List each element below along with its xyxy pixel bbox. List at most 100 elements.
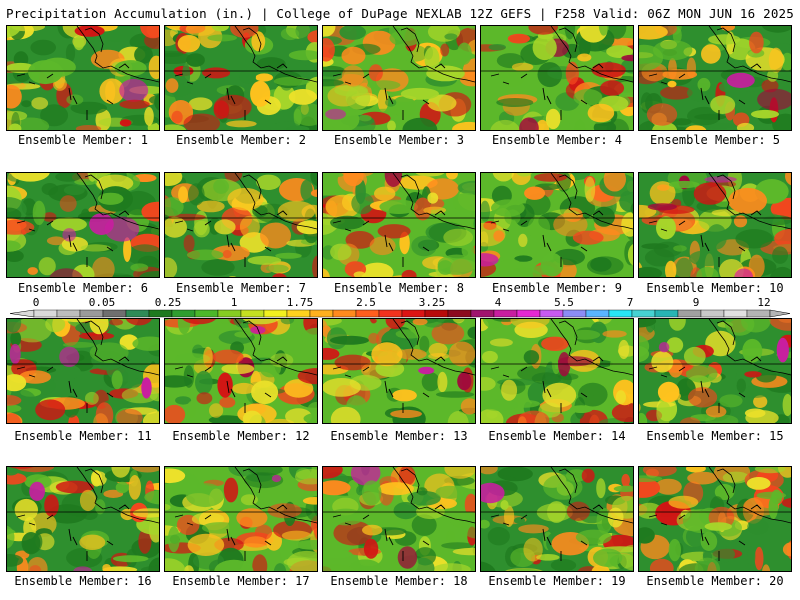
precipitation-field-map [165, 173, 317, 277]
land-outlines [490, 356, 604, 413]
colorbar-tick-label: 12 [757, 296, 771, 309]
precipitation-field-map [481, 319, 633, 423]
colorbar-swatch [746, 309, 771, 318]
model-run-info: 12Z GEFS | F258 Valid: 06Z MON JUN 16 20… [469, 6, 794, 21]
colorbar-swatch [355, 309, 380, 318]
coastline [392, 319, 475, 376]
precipitation-field-map [7, 173, 159, 277]
land-outlines [490, 504, 604, 561]
land-outlines [648, 63, 762, 120]
colorbar-swatch [125, 309, 150, 318]
ensemble-map-panel [6, 172, 160, 278]
colorbar-swatch [493, 309, 518, 318]
colorbar-swatch [631, 309, 656, 318]
colorbar-swatch [286, 309, 311, 318]
precipitation-field-map [323, 173, 475, 277]
coastline [234, 26, 317, 83]
colorbar-swatch [309, 309, 334, 318]
coastline [392, 26, 475, 83]
precipitation-field-map [481, 26, 633, 130]
ensemble-member-label: Ensemble Member: 18 [330, 574, 468, 588]
ensemble-member-label: Ensemble Member: 16 [14, 574, 152, 588]
colorbar-swatch [332, 309, 357, 318]
precipitation-field-map [481, 467, 633, 571]
land-outlines [332, 210, 446, 267]
coastline [76, 26, 159, 83]
land-outlines [174, 210, 288, 267]
coastline [234, 173, 317, 230]
colorbar-swatch [447, 309, 472, 318]
ensemble-map-panel [638, 466, 792, 572]
land-outlines [332, 504, 446, 561]
precipitation-field-map [323, 467, 475, 571]
ensemble-member-label: Ensemble Member: 1 [17, 133, 149, 147]
colorbar-swatch [424, 309, 449, 318]
colorbar-tick-label: 2.5 [356, 296, 376, 309]
coastline [392, 467, 475, 524]
coastline [708, 173, 791, 230]
colorbar-tick-label: 1 [230, 296, 238, 309]
colorbar-swatch [562, 309, 587, 318]
colorbar-swatch [516, 309, 541, 318]
land-outlines [648, 504, 762, 561]
land-outlines [174, 63, 288, 120]
precipitation-field-map [639, 467, 791, 571]
coastline [708, 467, 791, 524]
precipitation-field-map [165, 319, 317, 423]
ensemble-member-label: Ensemble Member: 20 [646, 574, 784, 588]
ensemble-map-panel [164, 172, 318, 278]
ensemble-map-panel [6, 318, 160, 424]
precipitation-field-map [639, 319, 791, 423]
colorbar-tick-label: 9 [692, 296, 700, 309]
precipitation-field-map [7, 26, 159, 130]
ensemble-member-label: Ensemble Member: 7 [175, 281, 307, 295]
land-outlines [174, 356, 288, 413]
land-outlines [332, 356, 446, 413]
colorbar-tick-label: 7 [626, 296, 634, 309]
land-outlines [490, 210, 604, 267]
colorbar-tick-label: 3.25 [418, 296, 446, 309]
colorbar-swatch [539, 309, 564, 318]
ensemble-member-label: Ensemble Member: 10 [646, 281, 784, 295]
colorbar-min-arrow [9, 309, 35, 318]
ensemble-map-panel [322, 466, 476, 572]
colorbar-swatch [194, 309, 219, 318]
land-outlines [648, 356, 762, 413]
colorbar-swatch [102, 309, 127, 318]
ensemble-member-label: Ensemble Member: 14 [488, 429, 626, 443]
coastline [76, 319, 159, 376]
coastline [550, 173, 633, 230]
colorbar-tick-label: 1.75 [286, 296, 314, 309]
colorbar-swatch [585, 309, 610, 318]
precipitation-field-map [165, 467, 317, 571]
precipitation-field-map [481, 173, 633, 277]
land-outlines [174, 504, 288, 561]
precipitation-field-map [165, 26, 317, 130]
ensemble-member-label: Ensemble Member: 12 [172, 429, 310, 443]
ensemble-member-label: Ensemble Member: 2 [175, 133, 307, 147]
ensemble-member-label: Ensemble Member: 4 [491, 133, 623, 147]
land-outlines [16, 504, 130, 561]
colorbar-swatch [401, 309, 426, 318]
ensemble-map-panel [6, 25, 160, 131]
coastline [550, 467, 633, 524]
land-outlines [332, 63, 446, 120]
land-outlines [16, 356, 130, 413]
colorbar-tick-label: 5.5 [554, 296, 574, 309]
colorbar-swatch [723, 309, 748, 318]
colorbar-swatch [700, 309, 725, 318]
colorbar-swatch [79, 309, 104, 318]
coastline [708, 26, 791, 83]
precipitation-field-map [639, 26, 791, 130]
ensemble-member-label: Ensemble Member: 11 [14, 429, 152, 443]
ensemble-member-label: Ensemble Member: 17 [172, 574, 310, 588]
colorbar-swatch [654, 309, 679, 318]
ensemble-map-panel [322, 318, 476, 424]
ensemble-map-panel [480, 466, 634, 572]
land-outlines [16, 210, 130, 267]
colorbar-swatch [56, 309, 81, 318]
ensemble-member-label: Ensemble Member: 9 [491, 281, 623, 295]
precipitation-colorbar [9, 309, 791, 318]
colorbar-swatch [470, 309, 495, 318]
colorbar-swatch [677, 309, 702, 318]
